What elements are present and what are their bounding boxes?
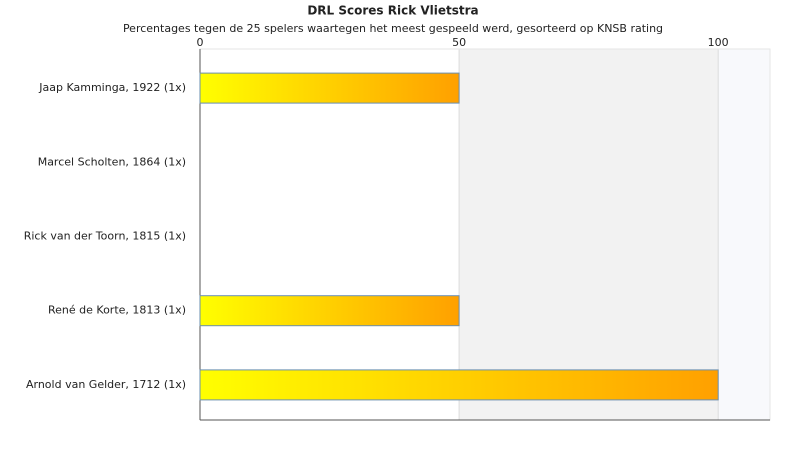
- plot-band: [200, 49, 460, 420]
- bar: [199, 295, 460, 327]
- y-tick-label: Marcel Scholten, 1864 (1x): [38, 155, 186, 168]
- x-tick-label: 0: [197, 36, 204, 49]
- y-tick-label: Rick van der Toorn, 1815 (1x): [24, 230, 186, 243]
- chart-subtitle: Percentages tegen de 25 spelers waartege…: [123, 22, 663, 35]
- y-tick-label: René de Korte, 1813 (1x): [48, 304, 186, 317]
- chart-title: DRL Scores Rick Vlietstra: [307, 4, 478, 18]
- y-tick-label: Arnold van Gelder, 1712 (1x): [26, 378, 186, 391]
- plot-band: [718, 49, 770, 420]
- plot-band: [459, 49, 719, 420]
- x-tick-label: 100: [708, 36, 729, 49]
- bar: [199, 369, 719, 401]
- bar: [199, 72, 460, 104]
- y-tick-label: Jaap Kamminga, 1922 (1x): [38, 81, 186, 94]
- x-tick-label: 50: [452, 36, 466, 49]
